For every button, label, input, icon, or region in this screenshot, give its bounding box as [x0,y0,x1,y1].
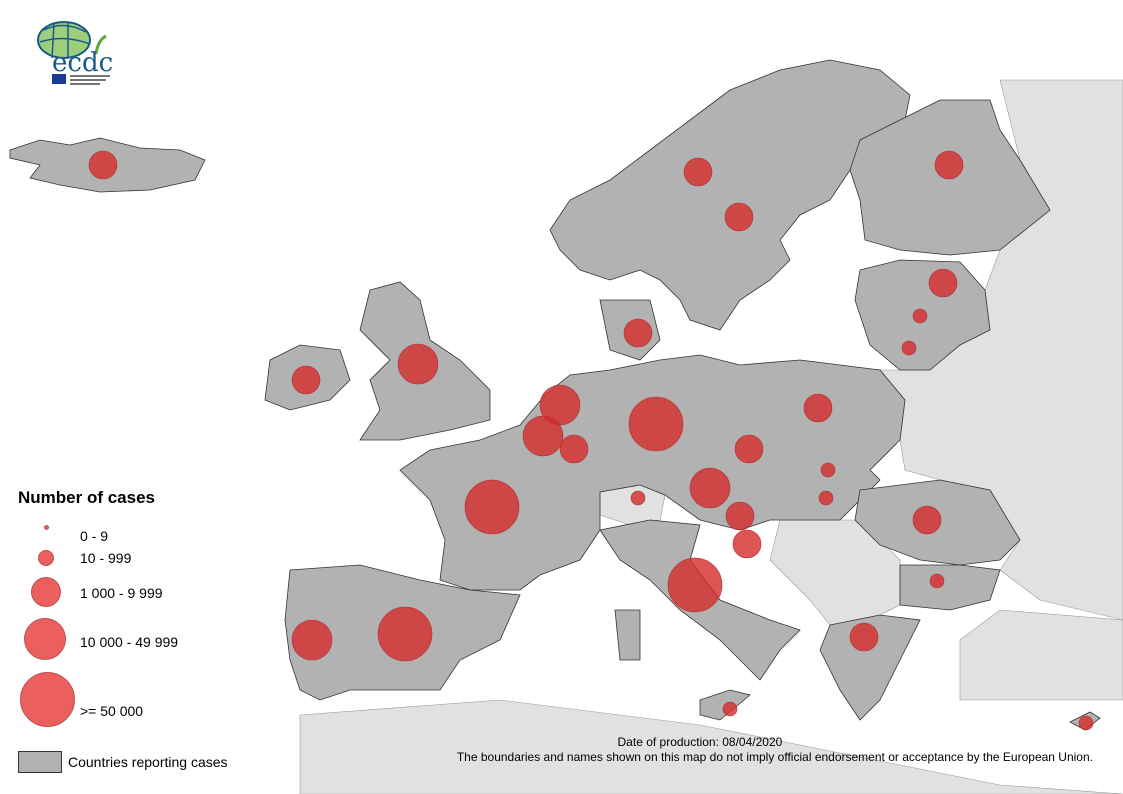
bulgaria [899,564,1001,611]
case-marker [683,157,713,187]
non-reporting-land [299,79,1123,794]
case-marker [291,365,321,395]
case-marker [912,505,942,535]
legend-label: >= 50 000 [80,703,144,719]
legend-circle-icon [44,525,49,530]
scandinavia [549,59,911,331]
legend-label: 0 - 9 [80,528,109,544]
case-marker [818,490,834,506]
case-marker [464,479,520,535]
turkey [959,609,1123,701]
case-marker [559,434,589,464]
case-marker [377,606,433,662]
legend-circle-icon [24,618,66,660]
legend-label: 10 000 - 49 999 [80,634,179,650]
case-marker [934,150,964,180]
central-europe [399,354,906,591]
case-marker [803,393,833,423]
case-marker [724,202,754,232]
case-marker [291,619,333,661]
case-marker [630,490,646,506]
legend-circle-icon [38,550,54,566]
logo-text: ecdc [52,48,114,78]
reporting-swatch [18,751,62,773]
north-africa [299,699,1123,794]
case-marker [820,462,836,478]
swatch-label: Countries reporting cases [68,754,228,770]
case-marker [522,415,564,457]
case-marker [628,396,684,452]
case-marker [928,268,958,298]
case-marker [722,701,738,717]
case-marker [732,529,762,559]
case-marker [623,318,653,348]
legend-circle-icon [20,672,75,727]
ecdc-logo: ecdc [34,16,124,88]
case-marker [725,501,755,531]
disclaimer: The boundaries and names shown on this m… [456,750,1093,764]
case-marker [901,340,917,356]
case-marker [689,467,731,509]
reporting-countries [9,59,1101,731]
case-marker [1078,715,1094,731]
case-marker [929,573,945,589]
sardinia [614,609,641,661]
case-marker [912,308,928,324]
case-marker [734,434,764,464]
legend: Number of cases 0 - 9 10 - 999 1 000 - 9… [18,488,258,773]
case-marker [88,150,118,180]
footer: Date of production: 08/04/2020 The bound… [457,735,1093,765]
greece [819,614,921,721]
legend-title: Number of cases [18,488,155,507]
legend-label: 1 000 - 9 999 [80,585,163,601]
ecdc-globe-logo-icon [37,21,110,85]
case-marker [667,557,723,613]
legend-circle-icon [31,577,61,607]
legend-label: 10 - 999 [80,550,132,566]
production-date: Date of production: 08/04/2020 [617,735,783,749]
case-markers [88,150,1094,731]
case-marker [849,622,879,652]
case-marker [397,343,439,385]
